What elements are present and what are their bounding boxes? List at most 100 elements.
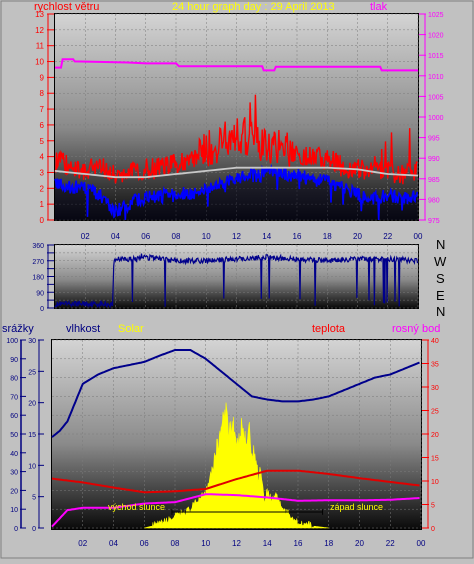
rain-axis-title: srážky	[2, 323, 34, 335]
wind-tick-label: 1	[40, 200, 45, 209]
direction-label-south: S	[436, 271, 445, 286]
rain-humidity-solar-chart: 0102030405060708090100051015202530051015…	[6, 338, 439, 548]
temperature-tick-label: 20	[431, 432, 439, 439]
time-tick-label: 10	[201, 539, 210, 548]
temperature-tick-label: 40	[431, 338, 439, 345]
temperature-tick-label: 10	[431, 479, 439, 486]
rain-tick-label: 70	[10, 394, 18, 401]
pressure-axis-title: tlak	[370, 1, 388, 13]
chart-title: 24 hour graph day : 29 April 2013	[172, 1, 335, 13]
temperature-tick-label: 0	[431, 526, 435, 533]
time-tick-label: 08	[171, 539, 180, 548]
wind-gust-line	[54, 94, 418, 185]
sunset-label: západ slunce	[330, 502, 384, 512]
humidity-tick-label: 20	[28, 401, 36, 408]
time-tick-label: 02	[78, 539, 87, 548]
pressure-tick-label: 995	[428, 136, 440, 143]
pressure-tick-label: 980	[428, 197, 440, 204]
direction-label-east: E	[436, 288, 445, 303]
time-tick-label: 04	[111, 232, 120, 241]
temperature-tick-label: 30	[431, 385, 439, 392]
temperature-tick-label: 5	[431, 503, 435, 510]
time-tick-label: 20	[355, 539, 364, 548]
direction-tick-label: 90	[36, 290, 44, 297]
humidity-tick-label: 10	[28, 463, 36, 470]
rain-tick-label: 80	[10, 376, 18, 383]
pressure-tick-label: 1020	[428, 33, 444, 40]
direction-tick-label: 270	[32, 259, 44, 266]
time-tick-label: 08	[172, 232, 181, 241]
pressure-tick-label: 985	[428, 177, 440, 184]
time-tick-label: 00	[414, 232, 423, 241]
humidity-axis-title: vlhkost	[66, 323, 101, 335]
direction-label-north-bottom: N	[436, 304, 446, 319]
time-tick-label: 18	[324, 539, 333, 548]
dew-point-axis-title: rosný bod	[392, 323, 441, 335]
rain-tick-label: 90	[10, 357, 18, 364]
time-tick-label: 04	[109, 539, 118, 548]
rain-tick-label: 20	[10, 488, 18, 495]
pressure-tick-label: 990	[428, 156, 440, 163]
solar-axis-title: Solar	[118, 323, 144, 335]
time-tick-label: 18	[323, 232, 332, 241]
pressure-tick-label: 1025	[428, 12, 444, 19]
dew-point-line	[51, 493, 420, 528]
solar-area	[144, 402, 329, 529]
time-tick-label: 12	[232, 539, 241, 548]
wind-tick-label: 13	[35, 10, 44, 19]
wind-tick-label: 0	[40, 216, 45, 225]
wind-tick-label: 8	[40, 89, 45, 98]
direction-tick-label: 180	[32, 275, 44, 282]
wind-tick-label: 12	[35, 26, 44, 35]
pressure-tick-label: 975	[428, 218, 440, 225]
wind-direction-line	[54, 253, 419, 309]
time-tick-label: 00	[417, 539, 426, 548]
time-tick-label: 22	[383, 232, 392, 241]
temperature-line	[51, 469, 420, 494]
wind-tick-label: 4	[40, 153, 45, 162]
pressure-tick-label: 1000	[428, 115, 444, 122]
time-tick-label: 22	[386, 539, 395, 548]
wind-tick-label: 7	[40, 105, 45, 114]
pressure-tick-label: 1005	[428, 94, 444, 101]
temperature-tick-label: 25	[431, 409, 439, 416]
temperature-tick-label: 35	[431, 362, 439, 369]
humidity-tick-label: 0	[32, 526, 36, 533]
direction-tick-label: 0	[40, 306, 44, 313]
temperature-axis-title: teplota	[312, 323, 346, 335]
rain-tick-label: 100	[6, 338, 18, 345]
wind-tick-label: 11	[36, 42, 45, 51]
direction-tick-label: 360	[32, 243, 44, 250]
wind-tick-label: 3	[40, 168, 45, 177]
rain-tick-label: 60	[10, 413, 18, 420]
direction-label-west: W	[434, 254, 447, 269]
time-tick-label: 16	[293, 232, 302, 241]
wind-tick-label: 5	[40, 137, 45, 146]
pressure-tick-label: 1015	[428, 53, 444, 60]
rain-tick-label: 10	[10, 507, 18, 514]
humidity-line	[51, 349, 420, 438]
time-tick-label: 20	[353, 232, 362, 241]
wind-tick-label: 6	[40, 121, 45, 130]
rain-tick-label: 40	[10, 451, 18, 458]
time-tick-label: 12	[232, 232, 241, 241]
humidity-tick-label: 5	[32, 495, 36, 502]
time-tick-label: 10	[202, 232, 211, 241]
rain-tick-label: 50	[10, 432, 18, 439]
humidity-tick-label: 30	[28, 338, 36, 345]
pressure-tick-label: 1010	[428, 74, 444, 81]
wind-direction-chart: 0 90 180 270 360	[32, 243, 419, 313]
direction-label-north-top: N	[436, 237, 446, 252]
pressure-line	[55, 58, 418, 72]
sunrise-label: východ slunce	[108, 502, 166, 512]
humidity-tick-label: 15	[28, 432, 36, 439]
time-tick-label: 06	[140, 539, 149, 548]
wind-speed-axis-title: rychlost větru	[34, 1, 100, 13]
time-tick-label: 14	[262, 232, 271, 241]
wind-low-line	[54, 164, 418, 221]
wind-tick-label: 9	[40, 73, 45, 82]
wind-average-line	[54, 166, 419, 179]
